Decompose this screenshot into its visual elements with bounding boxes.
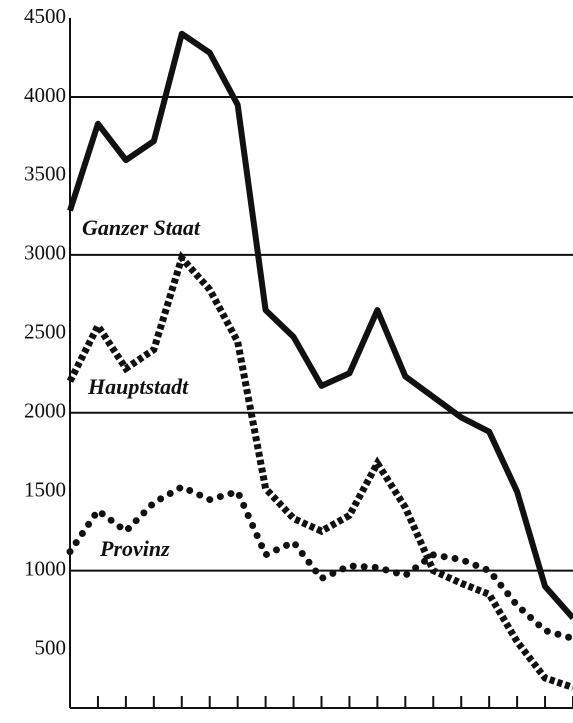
y-tick-label: 4000 [24,83,66,107]
y-tick-label: 2000 [24,399,66,423]
series-label: Ganzer Staat [82,215,201,240]
series-label: Hauptstadt [87,374,189,399]
y-tick-label: 500 [35,635,67,659]
series-line [66,483,573,643]
y-tick-label: 4500 [24,4,66,28]
y-tick-label: 2500 [24,320,66,344]
series-line [66,250,573,691]
y-tick-label: 3000 [24,241,66,265]
series-line [67,30,573,620]
y-tick-label: 3500 [24,162,66,186]
y-tick-label: 1000 [24,556,66,580]
y-tick-label: 1500 [24,477,66,501]
series-label: Provinz [99,536,170,561]
